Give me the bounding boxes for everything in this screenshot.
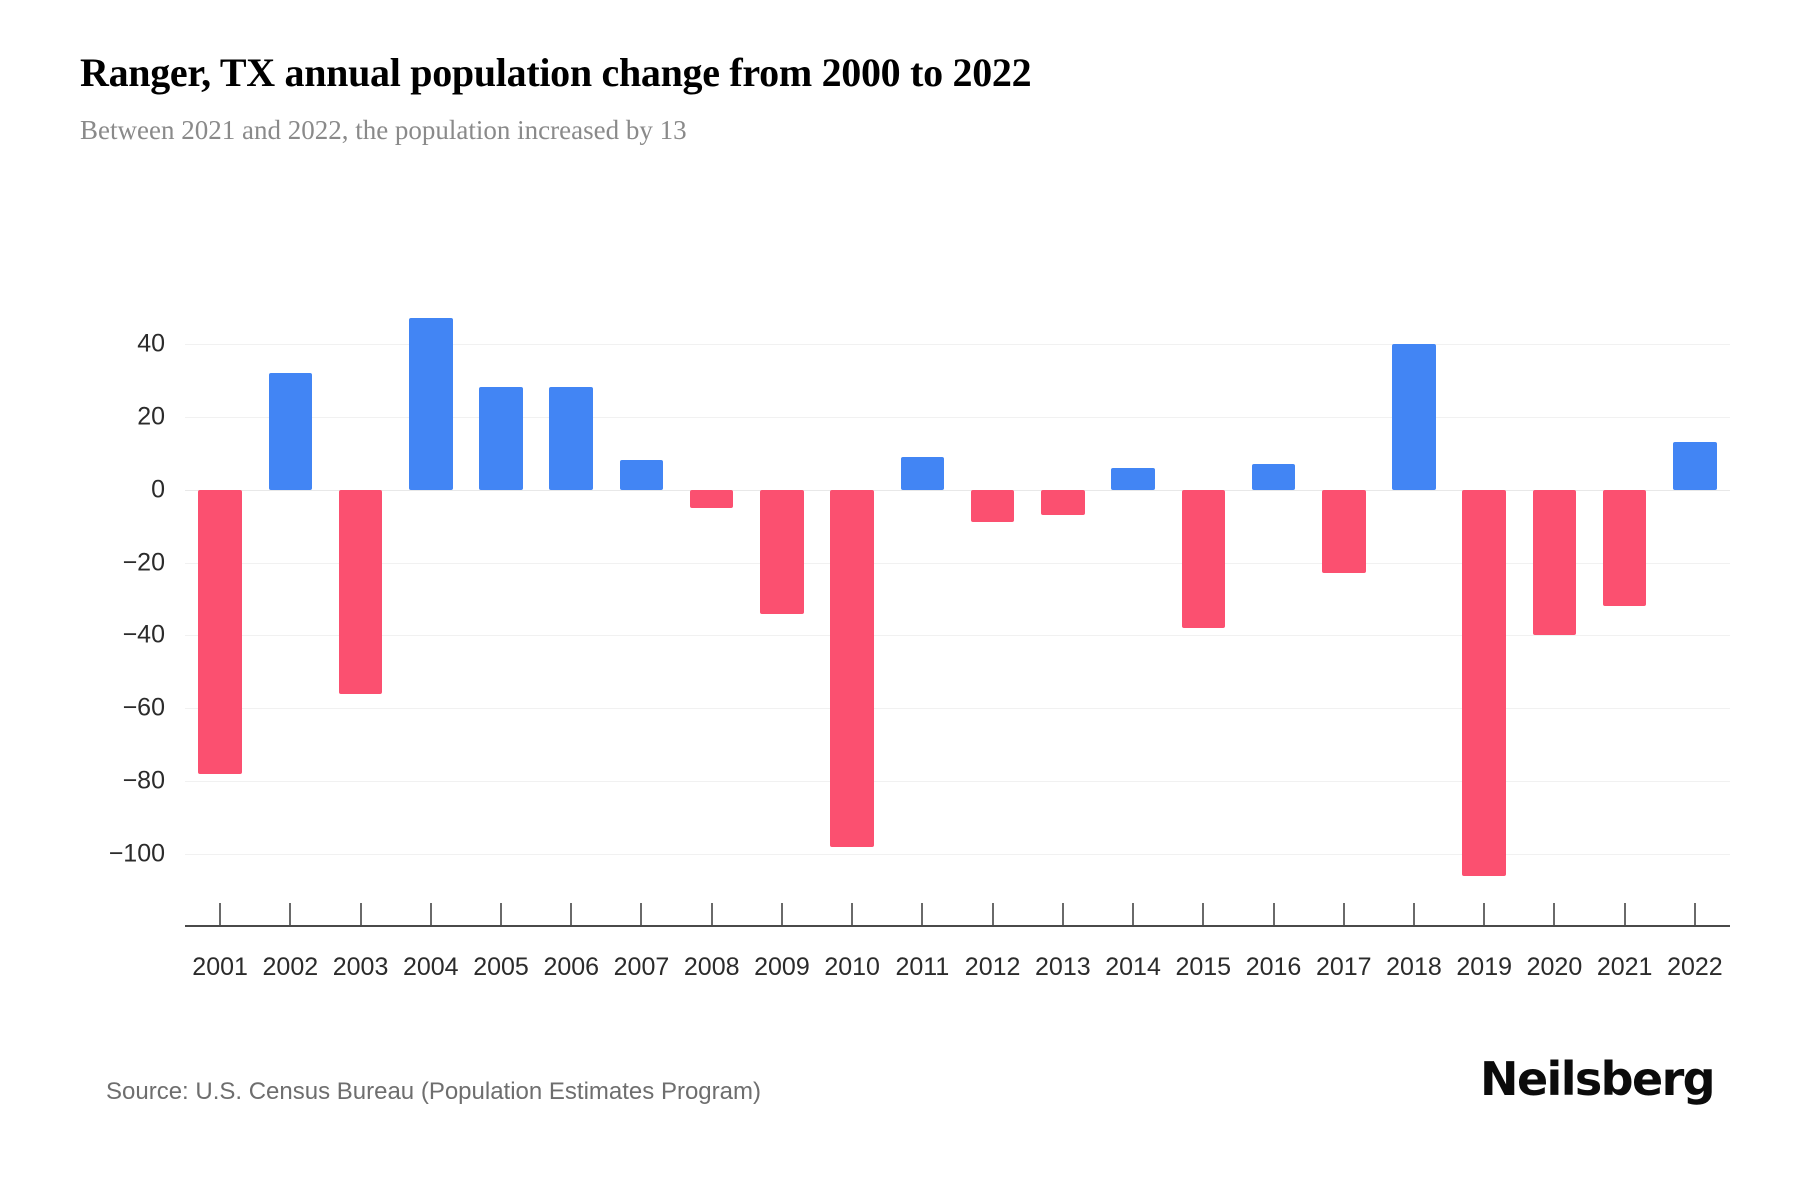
x-axis-tick — [1412, 903, 1415, 925]
bar-2007[interactable] — [619, 460, 664, 490]
x-axis-label-2021: 2021 — [1596, 953, 1653, 981]
x-axis-tick — [780, 903, 783, 925]
x-axis-label-2002: 2002 — [262, 953, 319, 981]
x-axis-tick — [1342, 903, 1345, 925]
x-axis-tick — [289, 903, 292, 925]
x-axis-tick — [1553, 903, 1556, 925]
bar-2016[interactable] — [1251, 464, 1296, 490]
bar-2004[interactable] — [409, 318, 453, 490]
x-axis-tick — [1623, 903, 1626, 925]
y-axis-tick-label: 20 — [137, 402, 165, 431]
x-axis-label-2010: 2010 — [824, 953, 880, 981]
x-axis-label-2009: 2009 — [754, 953, 810, 981]
x-axis-label-2016: 2016 — [1245, 953, 1302, 981]
x-axis-label-2012: 2012 — [964, 953, 1021, 981]
gridline — [185, 781, 1730, 783]
x-axis-label-2007: 2007 — [613, 953, 670, 981]
bar-2006[interactable] — [549, 387, 593, 490]
gridline — [185, 708, 1730, 710]
x-axis-tick — [570, 903, 573, 925]
bar-2010[interactable] — [830, 489, 874, 847]
bar-2003[interactable] — [338, 489, 383, 694]
bar-2012[interactable] — [970, 489, 1015, 523]
y-axis-tick-label: −20 — [122, 548, 165, 577]
x-axis-label-2018: 2018 — [1386, 953, 1442, 981]
bar-2013[interactable] — [1041, 489, 1085, 516]
bar-2009[interactable] — [760, 489, 804, 614]
x-axis-label-2008: 2008 — [683, 953, 740, 981]
bar-2021[interactable] — [1602, 489, 1647, 607]
page-title: Ranger, TX annual population change from… — [80, 50, 1032, 95]
bar-2011[interactable] — [900, 456, 945, 490]
x-axis-tick — [640, 903, 643, 925]
source-note: Source: U.S. Census Bureau (Population E… — [106, 1078, 761, 1105]
x-axis-tick — [1132, 903, 1135, 925]
bar-2005[interactable] — [479, 387, 523, 490]
gridline — [185, 562, 1730, 564]
x-axis-tick — [359, 903, 362, 925]
y-axis-tick-label: 40 — [137, 329, 165, 358]
x-axis-label-2006: 2006 — [543, 953, 600, 981]
x-axis-label-2003: 2003 — [332, 953, 389, 981]
bar-2019[interactable] — [1462, 489, 1506, 877]
x-axis-tick — [991, 903, 994, 925]
y-axis-tick-label: −100 — [108, 839, 165, 868]
x-axis-tick — [1272, 903, 1275, 925]
x-axis-label-2014: 2014 — [1105, 953, 1161, 981]
gridline — [185, 635, 1730, 637]
x-axis-label-2022: 2022 — [1667, 953, 1723, 981]
x-axis-tick — [1061, 903, 1064, 925]
gridline — [185, 416, 1730, 418]
y-axis-tick-label: 0 — [151, 475, 165, 504]
bar-2022[interactable] — [1673, 442, 1717, 490]
x-axis-tick — [1202, 903, 1205, 925]
x-axis-tick — [921, 903, 924, 925]
x-axis-tick — [710, 903, 713, 925]
y-axis-tick-label: −40 — [122, 620, 165, 649]
bar-2014[interactable] — [1111, 467, 1155, 490]
x-axis-label-2004: 2004 — [402, 953, 459, 981]
x-axis-label-2015: 2015 — [1175, 953, 1232, 981]
x-axis-label-2013: 2013 — [1035, 953, 1091, 981]
x-axis-label-2020: 2020 — [1526, 953, 1583, 981]
x-axis-tick — [1483, 903, 1486, 925]
bar-2018[interactable] — [1392, 343, 1436, 490]
x-axis-line — [185, 925, 1730, 927]
gridline — [185, 854, 1730, 856]
bar-2002[interactable] — [268, 372, 313, 490]
bar-2017[interactable] — [1321, 489, 1366, 574]
bar-2015[interactable] — [1181, 489, 1226, 629]
x-axis-label-2017: 2017 — [1315, 953, 1372, 981]
x-axis-tick — [219, 903, 222, 925]
x-axis-label-2001: 2001 — [192, 953, 248, 981]
chart-subtitle: Between 2021 and 2022, the population in… — [80, 115, 687, 145]
gridline — [185, 343, 1730, 345]
x-axis-tick — [1693, 903, 1696, 925]
y-axis-tick-label: −60 — [122, 693, 165, 722]
x-axis-tick — [429, 903, 432, 925]
brand-logo: Neilsberg — [1480, 1052, 1716, 1106]
x-axis-tick — [851, 903, 854, 925]
bar-2001[interactable] — [198, 489, 242, 775]
chart-header: Ranger, TX annual population change from… — [80, 48, 1720, 148]
plot-area: 40 20 0 −20 −40 −60 −80 −100 — [109, 289, 1730, 909]
y-axis-tick-label: −80 — [122, 766, 165, 795]
x-axis-label-2011: 2011 — [895, 953, 950, 981]
x-axis-tick — [500, 903, 503, 925]
x-axis-label-2005: 2005 — [473, 953, 529, 981]
bar-2020[interactable] — [1532, 489, 1577, 636]
x-axis-label-2019: 2019 — [1456, 953, 1513, 981]
bar-2008[interactable] — [689, 489, 734, 508]
zero-gridline — [185, 489, 1730, 491]
